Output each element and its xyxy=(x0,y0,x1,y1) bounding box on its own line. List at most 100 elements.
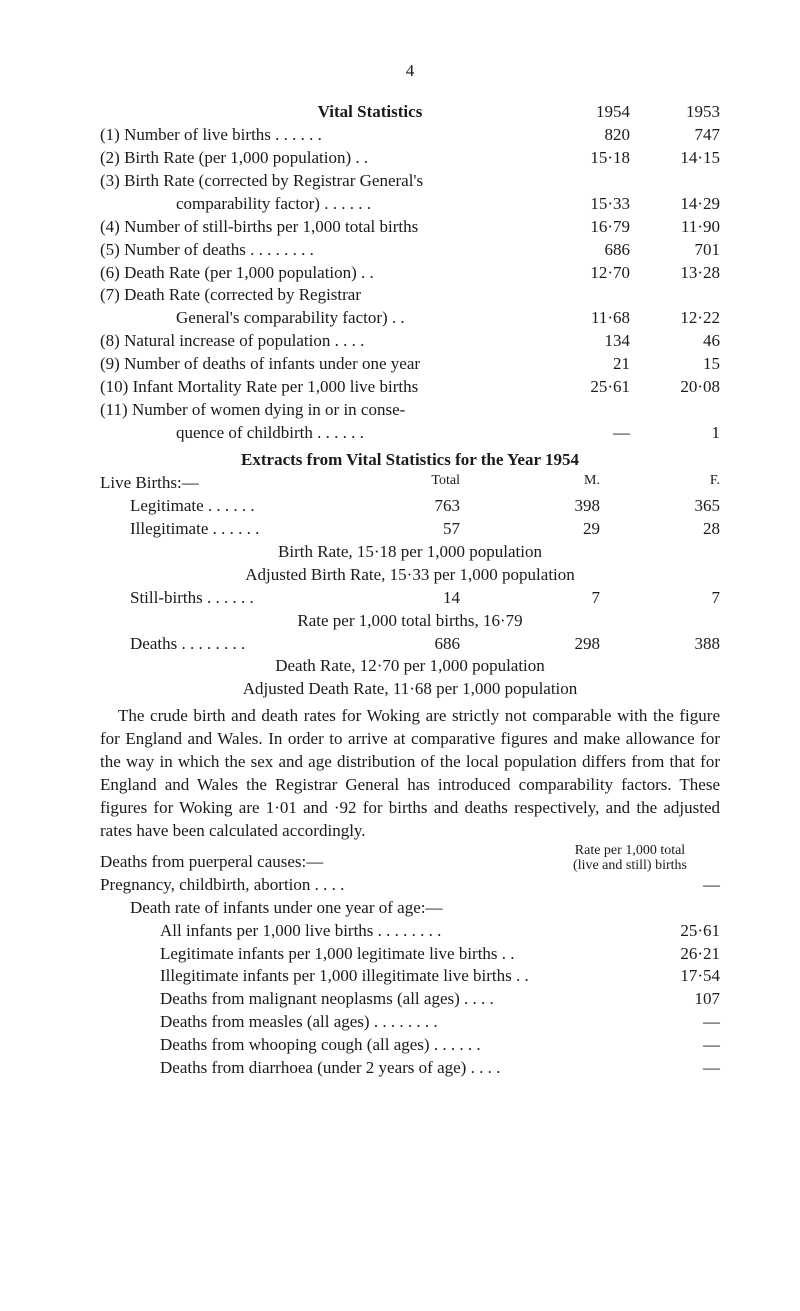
still-births-f: 7 xyxy=(600,587,720,610)
year-1954: 1954 xyxy=(540,101,630,124)
row-label: (2) Birth Rate (per 1,000 population) . … xyxy=(100,147,540,170)
row-label: (11) Number of women dying in or in cons… xyxy=(100,399,540,422)
still-births-m: 7 xyxy=(460,587,600,610)
row-value-1953: 20·08 xyxy=(630,376,720,399)
row-value-1954: 12·70 xyxy=(540,262,630,285)
year-1953: 1953 xyxy=(630,101,720,124)
rate-label: All infants per 1,000 live births . . . … xyxy=(100,920,620,943)
vital-stats-row: General's comparability factor) . .11·68… xyxy=(100,307,720,330)
vital-stats-row: (9) Number of deaths of infants under on… xyxy=(100,353,720,376)
row-label: (6) Death Rate (per 1,000 population) . … xyxy=(100,262,540,285)
vital-stats-row: (3) Birth Rate (corrected by Registrar G… xyxy=(100,170,720,193)
rate-row: Illegitimate infants per 1,000 illegitim… xyxy=(100,965,720,988)
row-value-1954: 686 xyxy=(540,239,630,262)
puerperal-row: Deaths from puerperal causes:— Rate per … xyxy=(100,843,720,874)
vital-stats-rows: (1) Number of live births . . . . . .820… xyxy=(100,124,720,445)
vital-stats-row: (4) Number of still-births per 1,000 tot… xyxy=(100,216,720,239)
col-m: M. xyxy=(460,472,600,495)
lb-total: 57 xyxy=(370,518,460,541)
still-rate-note: Rate per 1,000 total births, 16·79 xyxy=(100,610,720,633)
vital-stats-row: (10) Infant Mortality Rate per 1,000 liv… xyxy=(100,376,720,399)
rate-value: — xyxy=(620,1011,720,1034)
lb-total: 763 xyxy=(370,495,460,518)
rate-label: Deaths from diarrhoea (under 2 years of … xyxy=(100,1057,620,1080)
row-label: (8) Natural increase of population . . .… xyxy=(100,330,540,353)
lb-m: 29 xyxy=(460,518,600,541)
row-label: (3) Birth Rate (corrected by Registrar G… xyxy=(100,170,540,193)
vital-stats-row: (7) Death Rate (corrected by Registrar xyxy=(100,284,720,307)
row-label: General's comparability factor) . . xyxy=(100,307,540,330)
vital-stats-title: Vital Statistics xyxy=(100,101,540,124)
lb-label: Illegitimate . . . . . . xyxy=(100,518,370,541)
rate-value: 26·21 xyxy=(620,943,720,966)
body-paragraph: The crude birth and death rates for Woki… xyxy=(100,705,720,843)
rate-value: — xyxy=(620,1057,720,1080)
pregnancy-label: Pregnancy, childbirth, abortion . . . . xyxy=(100,874,620,897)
rate-value: 17·54 xyxy=(620,965,720,988)
row-label: (1) Number of live births . . . . . . xyxy=(100,124,540,147)
row-value-1954: 16·79 xyxy=(540,216,630,239)
pregnancy-value: — xyxy=(620,874,720,897)
death-rate-note: Death Rate, 12·70 per 1,000 population xyxy=(100,655,720,678)
row-label: (5) Number of deaths . . . . . . . . xyxy=(100,239,540,262)
page-number: 4 xyxy=(100,60,720,83)
rate-row: Legitimate infants per 1,000 legitimate … xyxy=(100,943,720,966)
row-value-1953: 15 xyxy=(630,353,720,376)
vital-stats-row: comparability factor) . . . . . .15·3314… xyxy=(100,193,720,216)
col-f: F. xyxy=(600,472,720,495)
row-value-1953: 11·90 xyxy=(630,216,720,239)
rate-row: All infants per 1,000 live births . . . … xyxy=(100,920,720,943)
row-value-1954: 11·68 xyxy=(540,307,630,330)
still-births-row: Still-births . . . . . . 14 7 7 xyxy=(100,587,720,610)
vital-stats-row: (1) Number of live births . . . . . .820… xyxy=(100,124,720,147)
rate-label: Deaths from measles (all ages) . . . . .… xyxy=(100,1011,620,1034)
row-value-1953: 13·28 xyxy=(630,262,720,285)
document-page: 4 Vital Statistics 1954 1953 (1) Number … xyxy=(0,0,800,1140)
row-value-1954: 21 xyxy=(540,353,630,376)
rate-value: — xyxy=(620,1034,720,1057)
deaths-m: 298 xyxy=(460,633,600,656)
rate-row: Deaths from measles (all ages) . . . . .… xyxy=(100,1011,720,1034)
row-label: (9) Number of deaths of infants under on… xyxy=(100,353,540,376)
row-label: (4) Number of still-births per 1,000 tot… xyxy=(100,216,540,239)
row-value-1953: 14·15 xyxy=(630,147,720,170)
vital-stats-row: (6) Death Rate (per 1,000 population) . … xyxy=(100,262,720,285)
rate-per-line2: (live and still) births xyxy=(573,858,687,873)
lb-f: 365 xyxy=(600,495,720,518)
still-births-label: Still-births . . . . . . xyxy=(100,587,370,610)
lb-m: 398 xyxy=(460,495,600,518)
lb-f: 28 xyxy=(600,518,720,541)
extracts-title: Extracts from Vital Statistics for the Y… xyxy=(100,449,720,472)
row-value-1954: 820 xyxy=(540,124,630,147)
lb-label: Legitimate . . . . . . xyxy=(100,495,370,518)
vital-stats-row: (8) Natural increase of population . . .… xyxy=(100,330,720,353)
rate-label: Legitimate infants per 1,000 legitimate … xyxy=(100,943,620,966)
row-value-1953: 12·22 xyxy=(630,307,720,330)
vital-stats-header: Vital Statistics 1954 1953 xyxy=(100,101,720,124)
row-value-1954: — xyxy=(540,422,630,445)
row-value-1954: 134 xyxy=(540,330,630,353)
vital-stats-row: (5) Number of deaths . . . . . . . .6867… xyxy=(100,239,720,262)
row-value-1954: 15·33 xyxy=(540,193,630,216)
live-births-label: Live Births:— xyxy=(100,472,370,495)
row-value-1953: 14·29 xyxy=(630,193,720,216)
row-value-1953: 701 xyxy=(630,239,720,262)
rate-value: 107 xyxy=(620,988,720,1011)
deaths-label: Deaths . . . . . . . . xyxy=(100,633,370,656)
still-births-total: 14 xyxy=(370,587,460,610)
vital-stats-row: (11) Number of women dying in or in cons… xyxy=(100,399,720,422)
live-births-row: Legitimate . . . . . .763398365 xyxy=(100,495,720,518)
death-rate-infants-header: Death rate of infants under one year of … xyxy=(100,897,720,920)
row-value-1954: 25·61 xyxy=(540,376,630,399)
rate-rows: All infants per 1,000 live births . . . … xyxy=(100,920,720,1081)
row-label: (10) Infant Mortality Rate per 1,000 liv… xyxy=(100,376,540,399)
rate-value: 25·61 xyxy=(620,920,720,943)
adj-death-rate-note: Adjusted Death Rate, 11·68 per 1,000 pop… xyxy=(100,678,720,701)
rate-label: Illegitimate infants per 1,000 illegitim… xyxy=(100,965,620,988)
death-rate-infants-label: Death rate of infants under one year of … xyxy=(100,897,620,920)
vital-stats-row: quence of childbirth . . . . . .—1 xyxy=(100,422,720,445)
row-value-1953: 747 xyxy=(630,124,720,147)
puerperal-label: Deaths from puerperal causes:— xyxy=(100,851,540,874)
rate-per-line1: Rate per 1,000 total xyxy=(575,843,685,858)
deaths-row: Deaths . . . . . . . . 686 298 388 xyxy=(100,633,720,656)
